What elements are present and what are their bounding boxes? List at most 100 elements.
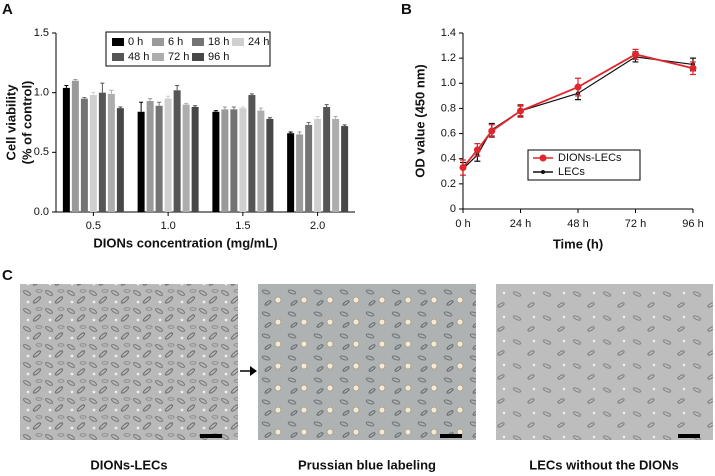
bar [80, 98, 88, 212]
panel-label: C [2, 267, 13, 284]
x-axis-label: DIONs concentration (mg/mL) [93, 235, 277, 250]
error-bar [231, 106, 236, 110]
bar [248, 95, 256, 212]
error-bar [315, 116, 320, 119]
y-tick-label: 0.8 [441, 102, 456, 114]
legend-swatch [192, 53, 204, 61]
legend-label: 6 h [168, 36, 183, 48]
error-bar [175, 85, 180, 91]
error-bar [91, 92, 96, 96]
x-tick-label: 72 h [625, 218, 646, 230]
point [689, 64, 697, 72]
bar [116, 108, 124, 212]
point [632, 50, 639, 58]
error-bar [297, 131, 302, 135]
y-axis-label: (% of control) [19, 81, 34, 165]
legend-swatch [539, 154, 547, 162]
y-tick-label: 1.0 [34, 87, 49, 99]
bar [239, 108, 247, 212]
error-bar [100, 82, 105, 93]
y-tick-label: 1.0 [441, 77, 456, 89]
error-bar [64, 85, 69, 88]
micrograph [496, 284, 713, 440]
bar [257, 110, 265, 212]
legend-swatch [112, 38, 124, 46]
y-tick-label: 0.0 [34, 206, 49, 218]
bar [89, 95, 97, 212]
error-bar [324, 104, 329, 107]
error-bar [267, 117, 272, 119]
error-bar [333, 116, 338, 119]
arrow [240, 366, 257, 376]
legend-label: LECs [558, 166, 585, 178]
error-bar [73, 79, 78, 81]
y-axis-label: OD value (450 nm) [412, 64, 427, 177]
error-bar [157, 101, 162, 106]
y-tick-label: 0.6 [441, 127, 456, 139]
point [574, 83, 582, 91]
micrograph [258, 284, 476, 440]
error-bar [258, 107, 263, 111]
legend-label: 18 h [208, 36, 229, 48]
error-bar [240, 106, 245, 109]
bar [332, 118, 340, 212]
y-tick-label: 1.2 [441, 52, 456, 64]
error-bar [148, 98, 153, 102]
error-bar [306, 122, 311, 125]
legend-label: 72 h [168, 51, 189, 63]
x-tick-label: 96 h [682, 218, 703, 230]
error-bar [118, 106, 123, 109]
x-tick-label: 2.0 [310, 220, 325, 232]
y-tick-label: 1.5 [34, 27, 49, 39]
y-axis-label: Cell viability [3, 84, 18, 161]
image-caption: Prussian blue labeling [298, 457, 436, 472]
point [488, 127, 496, 135]
error-bar [213, 110, 218, 112]
bar [71, 80, 79, 212]
legend-label: 24 h [248, 36, 269, 48]
bar [155, 105, 163, 212]
bar [230, 109, 238, 212]
bar [107, 93, 115, 212]
y-tick-label: 0.4 [441, 153, 456, 165]
x-tick-label: 24 h [510, 218, 531, 230]
x-tick-label: 1.0 [160, 220, 175, 232]
x-tick-label: 0 h [455, 218, 470, 230]
legend-swatch [152, 53, 164, 61]
bar [266, 118, 274, 212]
legend-swatch [232, 38, 244, 46]
point [459, 164, 467, 172]
legend-label: 96 h [208, 51, 229, 63]
bar [191, 106, 199, 212]
image-caption: DIONs-LECs [90, 457, 167, 472]
bar [164, 98, 172, 212]
bar [62, 87, 70, 212]
bar [341, 126, 349, 212]
y-tick-label: 1.4 [441, 27, 456, 39]
bar [182, 104, 190, 212]
bar [146, 101, 154, 212]
legend-label: 48 h [128, 51, 149, 63]
bar [323, 106, 331, 212]
x-tick-label: 48 h [567, 218, 588, 230]
bar [98, 92, 106, 212]
error-bar [342, 124, 347, 127]
point [473, 146, 481, 154]
bar [287, 133, 295, 212]
error-bar [249, 93, 254, 96]
bar [212, 111, 220, 212]
panel-label: A [2, 1, 13, 18]
legend-swatch [541, 170, 545, 174]
bar [221, 109, 229, 212]
error-bar [166, 95, 171, 99]
image-caption: LECs without the DIONs [529, 457, 679, 472]
y-tick-label: 0.5 [34, 146, 49, 158]
bar [296, 134, 304, 212]
error-bar [139, 101, 144, 112]
y-tick-label: 0 [450, 203, 456, 215]
legend-swatch [112, 53, 124, 61]
y-tick-label: 0.2 [441, 178, 456, 190]
x-tick-label: 0.5 [86, 220, 101, 232]
bar [137, 111, 145, 212]
legend-swatch [152, 38, 164, 46]
